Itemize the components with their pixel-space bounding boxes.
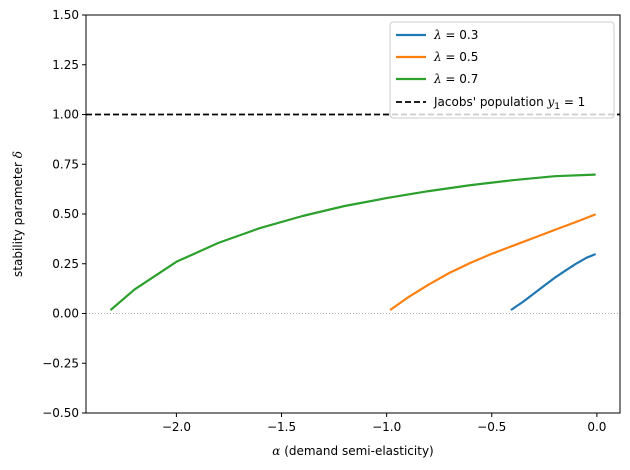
legend-jacobs-text: Jacobs' population bbox=[433, 95, 547, 109]
legend-box bbox=[389, 21, 615, 119]
legend-label-symbol: λ bbox=[433, 50, 442, 64]
plot-frame bbox=[85, 14, 621, 414]
legend: λ = 0.3 λ = 0.5 λ = 0.7 Jacobs' populati… bbox=[389, 21, 615, 119]
y-tick-label: −0.25 bbox=[42, 356, 79, 370]
x-tick-label: −0.5 bbox=[477, 420, 506, 434]
x-tick-label: 0.0 bbox=[587, 420, 606, 434]
legend-label-rest: = 0.7 bbox=[442, 72, 479, 86]
legend-label-lambda-0.7: λ = 0.7 bbox=[433, 72, 478, 86]
ticks: −2.0 −1.5 −1.0 −0.5 0.0 −0.50 −0.25 0.00 0.25 0.5… bbox=[42, 8, 606, 434]
x-tick-label: −1.0 bbox=[372, 420, 401, 434]
legend-label-rest: = 0.5 bbox=[442, 50, 479, 64]
legend-label-lambda-0.3: λ = 0.3 bbox=[433, 28, 478, 42]
legend-jacobs-sub: 1 bbox=[554, 102, 560, 112]
legend-label-rest: = 0.3 bbox=[442, 28, 479, 42]
y-tick-label: 1.25 bbox=[52, 58, 79, 72]
series-lines bbox=[86, 113, 620, 314]
y-tick-label: 1.50 bbox=[52, 8, 79, 22]
legend-label-jacobs: Jacobs' population y1 = 1 bbox=[433, 95, 585, 112]
legend-label-lambda-0.5: λ = 0.5 bbox=[433, 50, 478, 64]
x-tick-label: −2.0 bbox=[162, 420, 191, 434]
y-tick-label: −0.50 bbox=[42, 406, 79, 420]
legend-jacobs-symbol: y bbox=[546, 95, 554, 109]
y-tick-label: 0.25 bbox=[52, 257, 79, 271]
legend-label-symbol: λ bbox=[433, 28, 442, 42]
y-tick-label: 1.00 bbox=[52, 108, 79, 122]
x-tick-label: −1.5 bbox=[267, 420, 296, 434]
y-axis-label: stability parameter δ bbox=[11, 151, 25, 277]
x-axis-label: α (demand semi-elasticity) bbox=[272, 444, 433, 458]
x-axis-label-symbol: α bbox=[272, 444, 280, 458]
series-line-0.7 bbox=[110, 173, 596, 311]
series-line-0.3 bbox=[510, 253, 596, 311]
y-tick-label: 0.75 bbox=[52, 157, 79, 171]
y-tick-label: 0.50 bbox=[52, 207, 79, 221]
y-axis-label-text: stability parameter bbox=[11, 158, 25, 277]
series-line-0.5 bbox=[389, 213, 596, 311]
y-tick-label: 0.00 bbox=[52, 307, 79, 321]
y-axis-label-symbol: δ bbox=[11, 151, 25, 158]
legend-jacobs-rest: = 1 bbox=[560, 95, 585, 109]
legend-label-symbol: λ bbox=[433, 72, 442, 86]
x-axis-label-text: (demand semi-elasticity) bbox=[280, 444, 433, 458]
